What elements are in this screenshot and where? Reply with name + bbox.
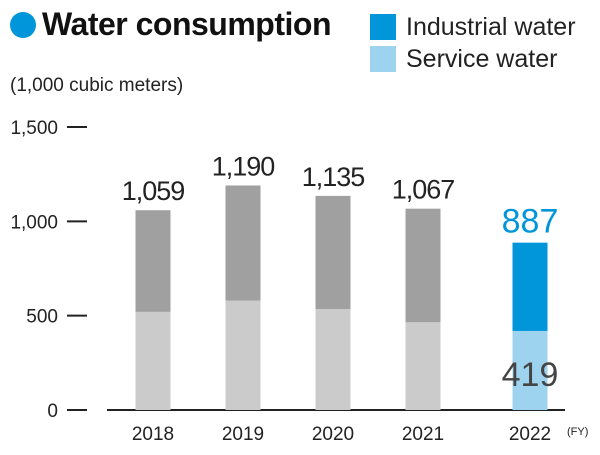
bar-industrial-2018 [135, 210, 171, 312]
total-label-2018: 1,059 [122, 176, 185, 206]
legend: Industrial water Service water [370, 12, 576, 76]
legend-swatch-industrial [370, 14, 396, 40]
legend-item-service: Service water [370, 44, 576, 74]
unit-label: (1,000 cubic meters) [10, 75, 184, 96]
chart-title-group: Water consumption [10, 6, 331, 43]
bar-industrial-2022 [512, 242, 548, 331]
bar-service-2019 [225, 300, 261, 410]
legend-label-industrial: Industrial water [406, 12, 576, 41]
y-tick-label: 1,000 [10, 212, 58, 233]
bar-service-2022 [512, 330, 548, 410]
chart-title: Water consumption [42, 6, 331, 42]
bar-industrial-2021 [405, 208, 441, 323]
total-label-2020: 1,135 [302, 162, 365, 192]
x-tick-label: 2020 [312, 424, 354, 445]
bar-service-2021 [405, 322, 441, 410]
y-tick-label: 500 [26, 307, 58, 328]
legend-swatch-service [370, 46, 396, 72]
bar-industrial-2020 [315, 195, 351, 310]
total-label-2021: 1,067 [392, 175, 455, 205]
service-value-label: 419 [502, 356, 559, 394]
bar-service-2020 [315, 309, 351, 410]
bar-industrial-2019 [225, 185, 261, 301]
total-label-2022: 887 [502, 203, 559, 241]
y-tick-label: 1,500 [10, 118, 58, 139]
x-tick-label: 2018 [132, 424, 174, 445]
x-unit-label: (FY) [567, 426, 588, 438]
bar-service-2018 [135, 311, 171, 410]
legend-item-industrial: Industrial water [370, 12, 576, 42]
x-tick-label: 2019 [222, 424, 264, 445]
title-bullet-icon [10, 11, 36, 38]
y-tick-label: 0 [47, 401, 58, 422]
x-tick-label: 2021 [402, 424, 444, 445]
x-tick-label: 2022 [509, 424, 551, 445]
legend-label-service: Service water [406, 44, 558, 73]
total-label-2019: 1,190 [212, 151, 275, 181]
